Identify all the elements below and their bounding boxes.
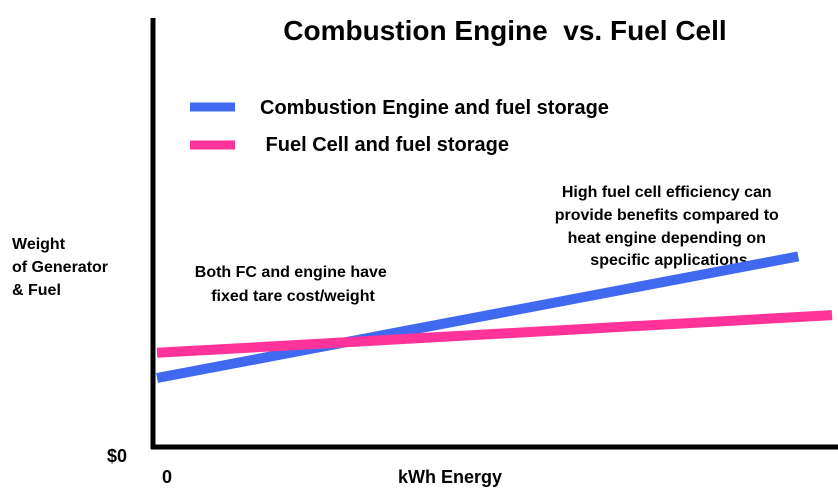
legend-label-combustion: Combustion Engine and fuel storage — [260, 97, 609, 119]
x-tick-label-zero: 0 — [162, 467, 172, 487]
annotation-efficiency: High fuel cell efficiency can provide be… — [555, 184, 784, 269]
annotation-efficiency-line-3: heat engine depending on — [568, 230, 766, 247]
series-line-fuel-cell — [156, 310, 833, 358]
series-line-combustion — [156, 251, 800, 383]
y-tick-label-zero: $0 — [107, 446, 127, 466]
legend: Combustion Engine and fuel storage Fuel … — [190, 97, 609, 156]
x-axis-label: kWh Energy — [398, 467, 502, 487]
annotation-efficiency-line-4: specific applications — [590, 252, 747, 269]
y-axis-label-line-2: of Generator — [12, 259, 108, 276]
y-axis-label-line-3: & Fuel — [12, 282, 61, 299]
y-axis-label-line-1: Weight — [12, 236, 66, 253]
y-axis-label: Weight of Generator & Fuel — [12, 236, 112, 299]
annotation-tare: Both FC and engine have fixed tare cost/… — [195, 264, 391, 305]
legend-label-fuel-cell: Fuel Cell and fuel storage — [260, 134, 509, 156]
annotation-efficiency-line-2: provide benefits compared to — [555, 207, 779, 224]
annotation-tare-line-1: Both FC and engine have — [195, 264, 387, 281]
chart-title: Combustion Engine vs. Fuel Cell — [283, 15, 726, 46]
annotation-efficiency-line-1: High fuel cell efficiency can — [562, 184, 772, 201]
series-layer — [156, 251, 833, 383]
annotation-tare-line-2: fixed tare cost/weight — [211, 288, 375, 305]
